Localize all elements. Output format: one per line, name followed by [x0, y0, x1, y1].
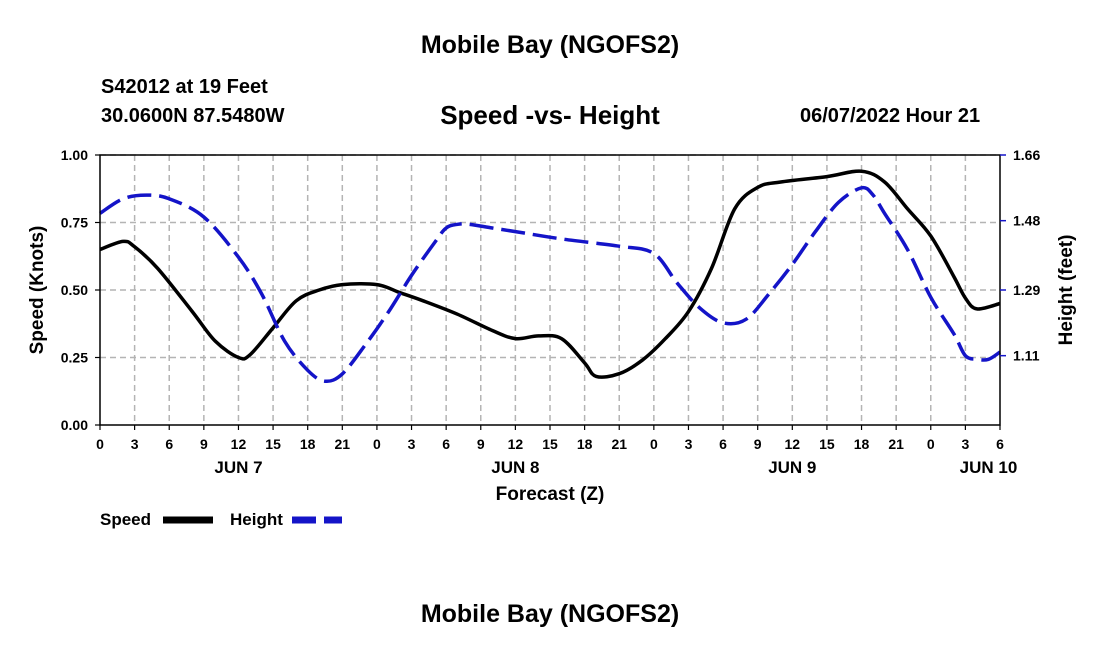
series-layer: [99, 169, 1001, 384]
chart-title-bottom: Mobile Bay (NGOFS2): [420, 600, 680, 628]
x-tick-label: 3: [961, 436, 969, 452]
y2-tick-label: 1.48: [1013, 213, 1040, 229]
y-tick-label: 0.25: [61, 350, 88, 366]
date-label: JUN 9: [768, 458, 816, 477]
x-tick-label: 18: [577, 436, 593, 452]
y-axis-title: Speed (Knots): [27, 226, 48, 355]
series-line-speed: [99, 169, 1001, 379]
x-tick-label: 21: [888, 436, 904, 452]
x-tick-label: 6: [719, 436, 727, 452]
x-tick-label: 18: [854, 436, 870, 452]
x-axis-title: Forecast (Z): [496, 484, 605, 505]
station-label: S42012 at 19 Feet: [101, 76, 268, 98]
y2-axis-title: Height (feet): [1056, 235, 1077, 346]
grid: [100, 154, 1000, 425]
y2-tick-label: 1.11: [1013, 348, 1040, 364]
y-tick-label: 0.00: [61, 417, 88, 433]
y2-tick-label: 1.66: [1013, 147, 1040, 163]
chart-subtitle: Speed -vs- Height: [440, 100, 660, 130]
x-tick-label: 15: [819, 436, 835, 452]
x-tick-label: 3: [685, 436, 693, 452]
series-line-height: [99, 185, 1001, 384]
x-tick-label: 9: [200, 436, 208, 452]
x-tick-label: 15: [542, 436, 558, 452]
forecast-datetime: 06/07/2022 Hour 21: [800, 105, 981, 127]
x-tick-label: 15: [265, 436, 281, 452]
x-tick-label: 6: [996, 436, 1004, 452]
x-tick-label: 18: [300, 436, 316, 452]
coordinates-label: 30.0600N 87.5480W: [101, 105, 285, 127]
x-tick-label: 9: [754, 436, 762, 452]
legend-label-speed: Speed: [100, 510, 151, 529]
legend-label-height: Height: [230, 510, 283, 529]
chart-title-top: Mobile Bay (NGOFS2): [420, 31, 680, 59]
x-tick-label: 0: [373, 436, 381, 452]
axis-ticks: [95, 154, 1006, 430]
x-tick-label: 3: [408, 436, 416, 452]
date-label: JUN 7: [214, 458, 262, 477]
y-tick-label: 1.00: [61, 147, 88, 163]
x-tick-label: 3: [131, 436, 139, 452]
x-tick-label: 6: [442, 436, 450, 452]
date-label: JUN 8: [491, 458, 539, 477]
x-tick-label: 6: [165, 436, 173, 452]
x-tick-label: 0: [927, 436, 935, 452]
x-tick-label: 21: [335, 436, 351, 452]
x-tick-label: 12: [785, 436, 801, 452]
y2-tick-label: 1.29: [1013, 282, 1040, 298]
x-tick-label: 0: [96, 436, 104, 452]
x-tick-label: 0: [650, 436, 658, 452]
x-tick-label: 12: [508, 436, 524, 452]
x-tick-label: 9: [477, 436, 485, 452]
date-label: JUN 10: [960, 458, 1018, 477]
y-tick-label: 0.50: [61, 282, 88, 298]
x-tick-label: 21: [611, 436, 627, 452]
x-tick-label: 12: [231, 436, 247, 452]
y-tick-label: 0.75: [61, 215, 88, 231]
legend: Speed Height: [100, 510, 342, 529]
axis-labels: 0 3 6 9 12 15 18 21 0 3 6 9 12 15 18 21 0 3 6 9 12 15 18 21 0 3 6 0…: [27, 147, 1077, 505]
